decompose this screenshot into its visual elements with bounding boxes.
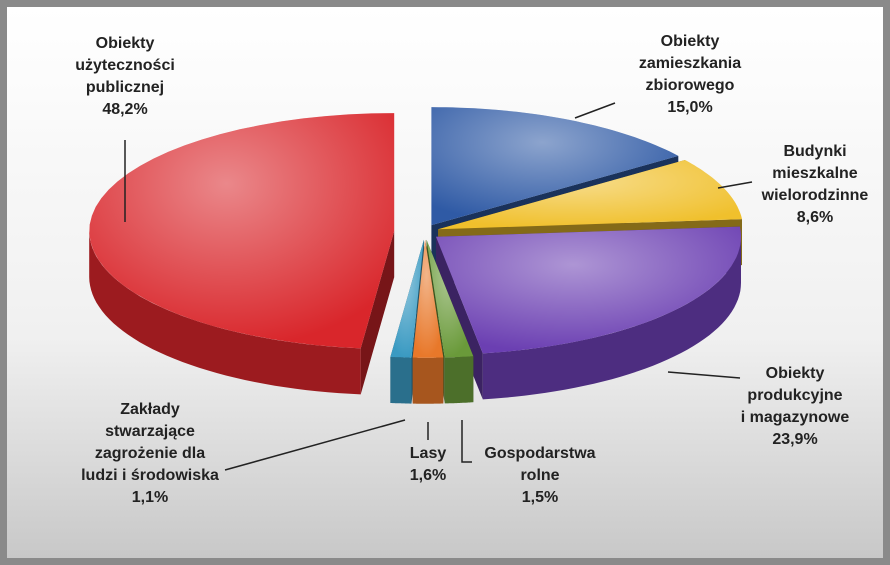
label-line: publicznej [86,79,164,96]
labels: Obiekty zamieszkania zbiorowego 15,0% Budynk… [75,33,868,506]
slice [412,239,444,404]
leader-line [667,371,741,379]
label-line: wielorodzinne [761,187,869,204]
value-label: 48,2% [102,101,147,118]
slice [89,113,395,395]
label-line: ludzi i środowiska [81,467,219,484]
slice-label: Budynki mieszkalne wielorodzinne 8,6% [761,143,869,226]
slice-shine [426,239,474,358]
label-line: i magazynowe [741,409,850,426]
label-line: rolne [520,467,559,484]
slice-shine [412,239,444,358]
label-line: Zakłady [120,401,180,418]
slice [436,226,741,400]
slice-side [360,231,395,395]
label-line: Obiekty [96,35,155,52]
value-label: 15,0% [667,99,712,116]
slice-label: Obiekty użyteczności publicznej 48,2% [75,35,175,118]
slice-shine [438,160,742,230]
leader-line [461,420,472,463]
slice-label: Zakłady stwarzające zagrożenie dla ludzi i … [81,401,219,506]
label-line: Budynki [783,143,846,160]
leader-line [224,419,406,471]
slice-label: Obiekty zamieszkania zbiorowego 15,0% [639,33,741,116]
slice-shine [436,226,741,354]
slice-label: Obiekty produkcyjne i magazynowe 23,9% [741,365,850,448]
label-line: zbiorowego [646,77,735,94]
slice-shine [431,107,679,226]
leader-line [717,181,753,189]
slice-wall [390,357,412,404]
value-label: 1,6% [410,467,446,484]
value-label: 1,5% [522,489,558,506]
slice-label: Lasy 1,6% [410,445,447,484]
value-label: 1,1% [132,489,168,506]
label-line: mieszkalne [772,165,857,182]
label-line: Obiekty [661,33,720,50]
slice [390,239,424,404]
label-line: Gospodarstwa [484,445,595,462]
slice-wall [444,356,474,404]
slice-wall [89,231,361,395]
slice-label: Gospodarstwa rolne 1,5% [484,445,595,506]
value-label: 8,6% [797,209,833,226]
label-line: Lasy [410,445,447,462]
label-line: zamieszkania [639,55,741,72]
pie [89,107,742,404]
label-line: stwarzające [105,423,195,440]
leader-line [574,102,616,119]
slice-wall [412,357,444,404]
value-label: 23,9% [772,431,817,448]
slice-shine [390,239,424,358]
slice [438,160,742,276]
label-line: użyteczności [75,57,175,74]
slice-shine [89,113,395,349]
label-line: zagrożenie dla [95,445,205,462]
label-line: produkcyjne [747,387,842,404]
slice-wall [482,236,741,400]
label-line: Obiekty [766,365,825,382]
